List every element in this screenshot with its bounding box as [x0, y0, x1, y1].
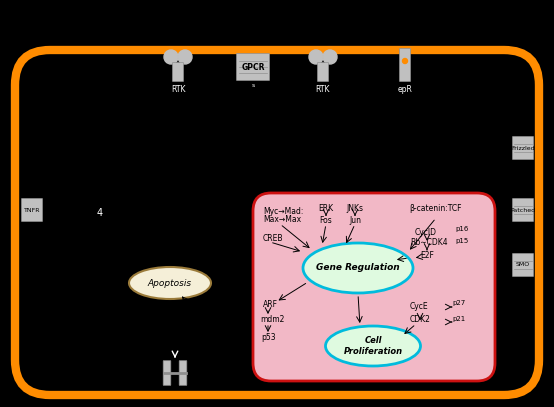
- Text: CREB: CREB: [263, 234, 284, 243]
- FancyBboxPatch shape: [163, 361, 171, 385]
- Circle shape: [164, 50, 178, 64]
- Text: Max→Max: Max→Max: [263, 215, 301, 224]
- FancyBboxPatch shape: [399, 48, 411, 81]
- Text: p21: p21: [452, 316, 465, 322]
- Text: epR: epR: [398, 85, 412, 94]
- Ellipse shape: [129, 267, 211, 299]
- Text: CDK2: CDK2: [410, 315, 431, 324]
- Text: ERK: ERK: [319, 204, 334, 213]
- Text: Frizzled: Frizzled: [511, 145, 535, 151]
- Circle shape: [309, 50, 323, 64]
- Text: RTK: RTK: [171, 85, 185, 94]
- FancyBboxPatch shape: [179, 361, 187, 385]
- Text: Cell
Proliferation: Cell Proliferation: [343, 336, 403, 356]
- FancyBboxPatch shape: [512, 136, 534, 160]
- Text: Myc→Mad:: Myc→Mad:: [263, 207, 304, 216]
- Text: Fos: Fos: [320, 216, 332, 225]
- Text: Gene Regulation: Gene Regulation: [316, 263, 400, 273]
- Text: Jun: Jun: [349, 216, 361, 225]
- Text: mdm2: mdm2: [260, 315, 284, 324]
- FancyBboxPatch shape: [512, 199, 534, 221]
- Text: CycE: CycE: [410, 302, 429, 311]
- FancyBboxPatch shape: [237, 53, 269, 81]
- Text: RTK: RTK: [316, 85, 330, 94]
- Circle shape: [178, 50, 192, 64]
- FancyBboxPatch shape: [172, 63, 183, 81]
- Text: E2F: E2F: [420, 251, 434, 260]
- Text: JNKs: JNKs: [346, 204, 363, 213]
- Text: GPCR: GPCR: [241, 63, 265, 72]
- Text: β-catenin:TCF: β-catenin:TCF: [410, 204, 462, 213]
- FancyBboxPatch shape: [253, 193, 495, 381]
- Circle shape: [323, 50, 337, 64]
- Text: p27: p27: [452, 300, 465, 306]
- Text: Rb∼CDK4: Rb∼CDK4: [410, 238, 448, 247]
- Text: p15: p15: [455, 238, 468, 244]
- Text: CycID: CycID: [415, 228, 437, 237]
- Circle shape: [403, 59, 408, 63]
- Text: 4: 4: [97, 208, 103, 218]
- Text: Apoptosis: Apoptosis: [148, 278, 192, 287]
- Text: TNFR: TNFR: [24, 208, 40, 212]
- FancyBboxPatch shape: [317, 63, 329, 81]
- FancyBboxPatch shape: [22, 199, 43, 221]
- Text: ARF: ARF: [263, 300, 278, 309]
- Text: Patched: Patched: [510, 208, 536, 212]
- Text: p16: p16: [455, 226, 468, 232]
- FancyBboxPatch shape: [512, 254, 534, 276]
- Text: s: s: [252, 83, 255, 88]
- Ellipse shape: [326, 326, 420, 366]
- Ellipse shape: [303, 243, 413, 293]
- Text: p53: p53: [261, 333, 276, 342]
- Text: SMO: SMO: [516, 263, 530, 267]
